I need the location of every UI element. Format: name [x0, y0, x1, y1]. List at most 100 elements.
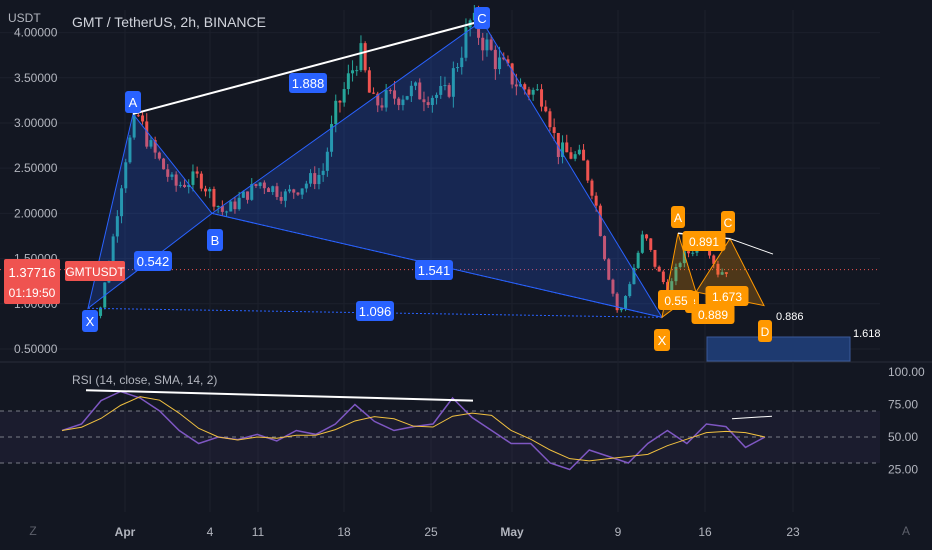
current-price-tag	[4, 259, 60, 304]
candle-body	[615, 293, 619, 311]
candle-body	[309, 173, 313, 184]
price-tick-label: 0.50000	[14, 342, 58, 356]
candle-body	[111, 236, 115, 264]
candle-body	[141, 115, 145, 122]
candle-body	[359, 43, 363, 71]
candle-body	[330, 124, 334, 152]
ratio-badge	[415, 260, 453, 280]
candle-body	[598, 205, 602, 237]
candle-body	[493, 49, 497, 70]
candle-body	[384, 90, 388, 108]
candle-body	[157, 152, 161, 159]
candle-body	[582, 149, 586, 161]
candle-body	[220, 205, 224, 212]
candle-body	[178, 184, 182, 186]
candle-body	[535, 89, 539, 91]
candle-body	[241, 191, 245, 198]
candle-body	[405, 96, 409, 100]
candle-body	[262, 182, 266, 189]
candle-body	[300, 188, 304, 195]
candle-body	[325, 151, 329, 171]
pattern-point-badge	[207, 229, 223, 251]
candle-body	[460, 57, 464, 68]
candle-body	[225, 211, 229, 213]
date-tick-label: 9	[615, 525, 622, 539]
candle-body	[577, 149, 581, 155]
candle-body	[565, 142, 569, 153]
candle-body	[292, 189, 296, 193]
candle-body	[124, 162, 128, 189]
candle-body	[720, 272, 724, 275]
candle-body	[136, 115, 140, 117]
candle-body	[481, 37, 485, 51]
candle-body	[267, 188, 271, 193]
candle-body	[367, 70, 371, 93]
labels: XABCX0.5421.8881.5411.096ABCD0.550.8911.…	[4, 7, 881, 351]
current-price-countdown: 01:19:50	[9, 286, 56, 300]
symbol-tag	[65, 261, 125, 281]
candle-body	[187, 184, 191, 188]
small-trendline	[729, 238, 774, 255]
price-tick-label: 3.50000	[14, 71, 58, 85]
candle-body	[514, 84, 518, 87]
date-tick-label: 23	[786, 525, 800, 539]
candle-body	[296, 192, 300, 195]
candle-body	[317, 174, 321, 185]
auto-scale-button[interactable]: A	[902, 524, 910, 538]
candle-body	[678, 263, 682, 268]
small-ratio-label: 1.673	[712, 290, 742, 304]
candle-body	[439, 85, 443, 95]
rsi-tick-label: 100.00	[888, 365, 925, 379]
candle-body	[115, 216, 119, 237]
small-pattern-point-label: C	[724, 216, 733, 230]
ratio-badge	[356, 301, 394, 321]
candle-body	[380, 105, 384, 108]
candle-body	[624, 296, 628, 309]
candle-body	[195, 171, 199, 174]
candle-body	[561, 142, 565, 157]
candle-body	[191, 171, 195, 185]
candle-body	[498, 57, 502, 70]
candle-body	[346, 73, 350, 90]
small-pattern-point-label: A	[674, 211, 682, 225]
candle-body	[338, 100, 342, 103]
date-tick-label: Apr	[115, 525, 136, 539]
candle-body	[271, 186, 275, 193]
candle-body	[682, 251, 686, 264]
candle-body	[237, 197, 241, 210]
pattern-point-label: A	[129, 95, 138, 110]
timezone-button[interactable]: Z	[29, 524, 36, 538]
candle-body	[216, 205, 220, 207]
candle-body	[691, 252, 695, 254]
candle-body	[414, 82, 418, 86]
candle-body	[531, 89, 535, 95]
candle-body	[464, 27, 468, 58]
candle-body	[645, 234, 649, 239]
rsi-divergence-line	[85, 389, 474, 402]
ratio-label: 1.888	[292, 76, 325, 91]
fib-level-label: 0.886	[776, 311, 804, 323]
small-pattern-point-badge	[721, 211, 735, 233]
candle-body	[342, 89, 346, 103]
date-tick-label: May	[500, 525, 524, 539]
candle-body	[544, 106, 548, 112]
candle-body	[372, 92, 376, 94]
small-pattern-point-badge	[671, 206, 685, 228]
date-tick-label: 11	[252, 525, 265, 539]
candle-body	[275, 186, 279, 197]
candle-body	[128, 137, 132, 163]
date-tick-label: 16	[698, 525, 712, 539]
candle-body	[355, 70, 359, 72]
currency-label: USDT	[8, 11, 41, 25]
candle-body	[443, 85, 447, 87]
candle-body	[661, 271, 665, 283]
pattern-ac-line	[132, 19, 483, 115]
small-ratio-badge	[658, 290, 694, 310]
ratio-badge	[134, 251, 172, 271]
small-ratio-badge	[705, 286, 749, 306]
candle-body	[183, 184, 187, 188]
candle-body	[422, 99, 426, 103]
